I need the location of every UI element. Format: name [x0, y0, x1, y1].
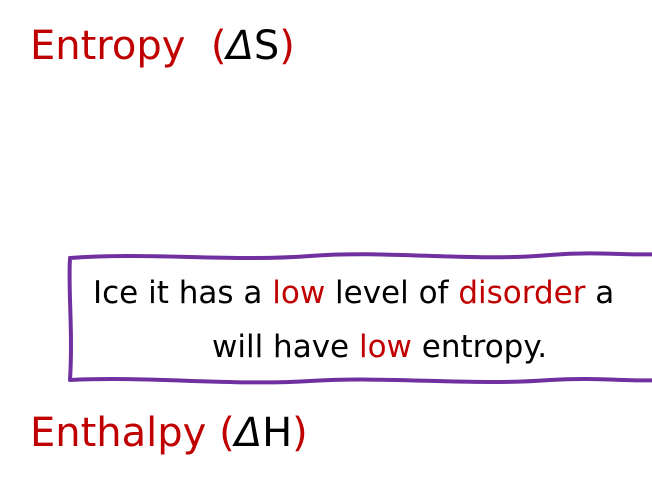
emphasis-word: disorder	[458, 275, 586, 311]
enthalpy-heading: Enthalpy (ΔH)	[30, 413, 308, 453]
callout-text: Ice it has a	[93, 275, 273, 311]
entropy-symbol: S	[253, 23, 280, 69]
entropy-close-paren: )	[279, 23, 295, 69]
emphasis-word: low	[272, 275, 326, 311]
callout-text: will have	[212, 329, 359, 365]
enthalpy-word: Enthalpy	[30, 410, 207, 456]
callout-text: entropy.	[411, 329, 548, 365]
callout-text: a	[585, 275, 615, 311]
delta-symbol: Δ	[226, 23, 254, 69]
entropy-word: Entropy	[30, 23, 186, 69]
callout-line-2: will have low entropy.	[212, 327, 652, 367]
entropy-open-paren: (	[210, 23, 227, 69]
enthalpy-open-paren: (	[219, 410, 235, 456]
enthalpy-close-paren: )	[292, 410, 308, 456]
enthalpy-symbol: H	[262, 410, 293, 456]
emphasis-word: low	[358, 329, 412, 365]
entropy-heading: Entropy (ΔS)	[30, 26, 295, 66]
delta-symbol: Δ	[234, 410, 263, 456]
callout-line-1: Ice it has a low level of disorder a	[93, 273, 652, 313]
callout-text: level of	[325, 275, 459, 311]
